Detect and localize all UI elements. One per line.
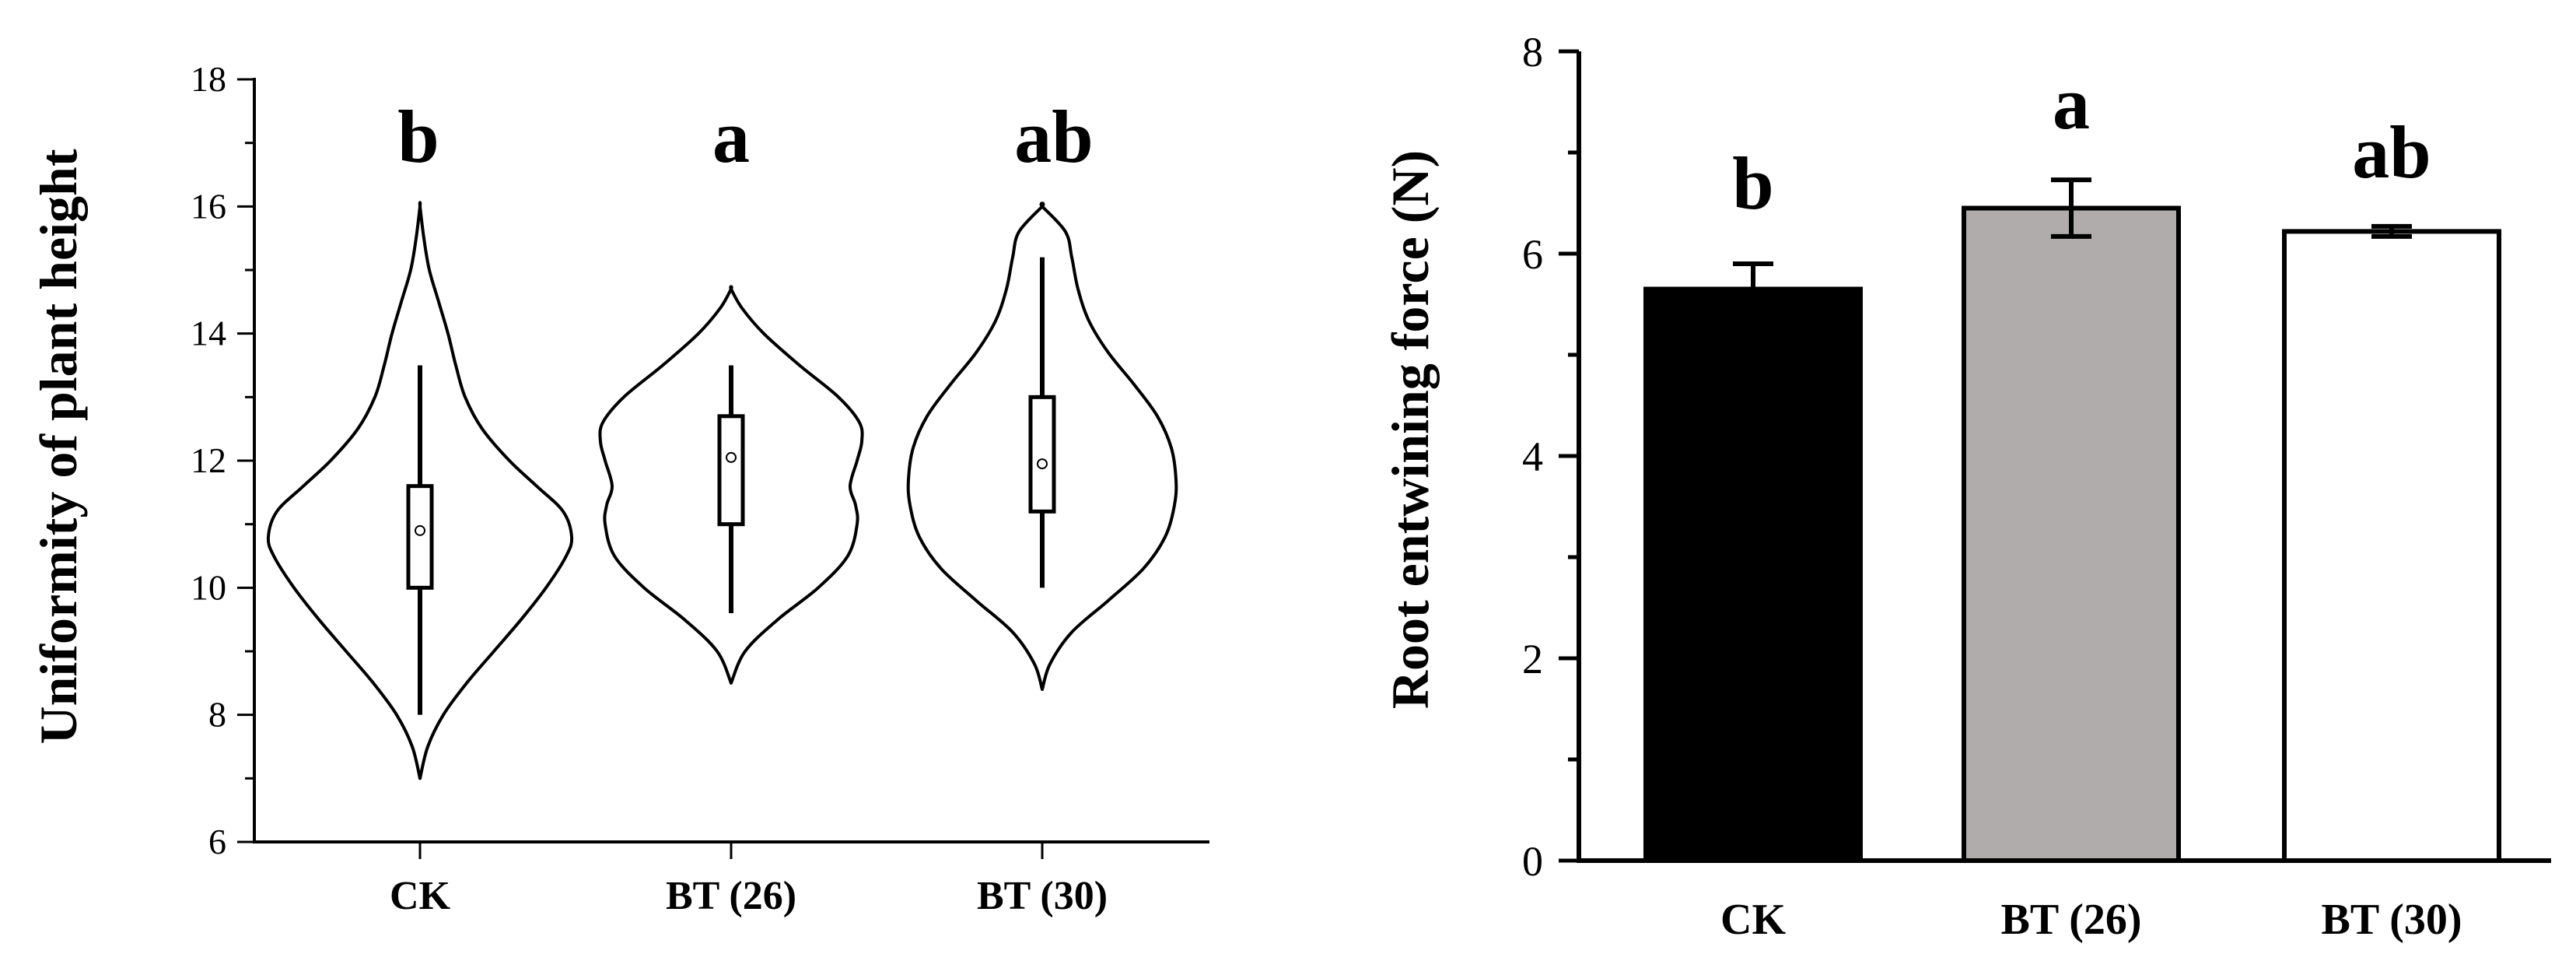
bar-y-axis-label: Root entwining force (N)	[1381, 150, 1440, 709]
violin-significance-bt26: a	[712, 95, 750, 178]
violin-box	[717, 414, 745, 527]
violin-outline	[598, 285, 864, 685]
violin-category-label-bt26: BT (26)	[666, 874, 796, 918]
violin-mean-marker	[1037, 458, 1048, 470]
violin-shapes	[266, 201, 1178, 780]
violin-y-tick-label: 6	[208, 822, 226, 861]
violin-y-tick-label: 12	[191, 440, 226, 480]
bar	[1962, 205, 2181, 863]
bar-chart: Root entwining force (N) 0 2 4 6 8 CK BT (26…	[1381, 29, 2551, 944]
bar-series	[1643, 177, 2501, 863]
violin-y-tick-label: 16	[191, 186, 226, 226]
violin-y-axis-label: Uniformity of plant height	[29, 149, 88, 744]
bar-significance-ck: b	[1732, 142, 1773, 225]
violin-significance-ck: b	[397, 95, 439, 178]
bar-y-tick-label: 0	[1522, 838, 1543, 885]
violin-y-tick-label: 14	[191, 314, 226, 353]
bar-y-ticks: 0 2 4 6 8	[1522, 29, 1579, 885]
violin-category-label-ck: CK	[390, 874, 451, 918]
bar-significance-bt30: ab	[2352, 110, 2431, 194]
bar-y-tick-label: 2	[1522, 636, 1543, 682]
violin-mean-marker	[726, 451, 737, 463]
violin-y-ticks: 6 8 10 12 14 16 18	[191, 59, 254, 861]
violin-outline	[266, 201, 574, 780]
violin-box	[406, 484, 434, 590]
bar-significance-bt26: a	[2053, 61, 2090, 145]
bar-y-tick-label: 6	[1522, 231, 1543, 278]
bar-y-tick-label: 4	[1522, 433, 1543, 480]
violin-y-tick-label: 10	[191, 567, 226, 607]
violin-box	[1028, 395, 1056, 514]
violin-mean-marker	[415, 524, 425, 536]
violin-y-tick-label: 8	[208, 695, 226, 735]
bar	[1643, 286, 1863, 863]
bar-y-tick-label: 8	[1522, 29, 1543, 75]
violin-outline	[906, 202, 1178, 691]
violin-x-ticks	[418, 842, 1044, 859]
violin-y-tick-label: 18	[191, 59, 226, 99]
violin-significance-bt30: ab	[1014, 95, 1093, 178]
bar-category-label-ck: CK	[1720, 896, 1786, 944]
bar	[2282, 229, 2501, 863]
bar-category-label-bt30: BT (30)	[2322, 896, 2462, 944]
violin-category-label-bt30: BT (30)	[977, 874, 1108, 918]
violin-chart: Uniformity of plant height 681012141618 …	[29, 59, 1209, 918]
bar-category-label-bt26: BT (26)	[2001, 896, 2142, 944]
